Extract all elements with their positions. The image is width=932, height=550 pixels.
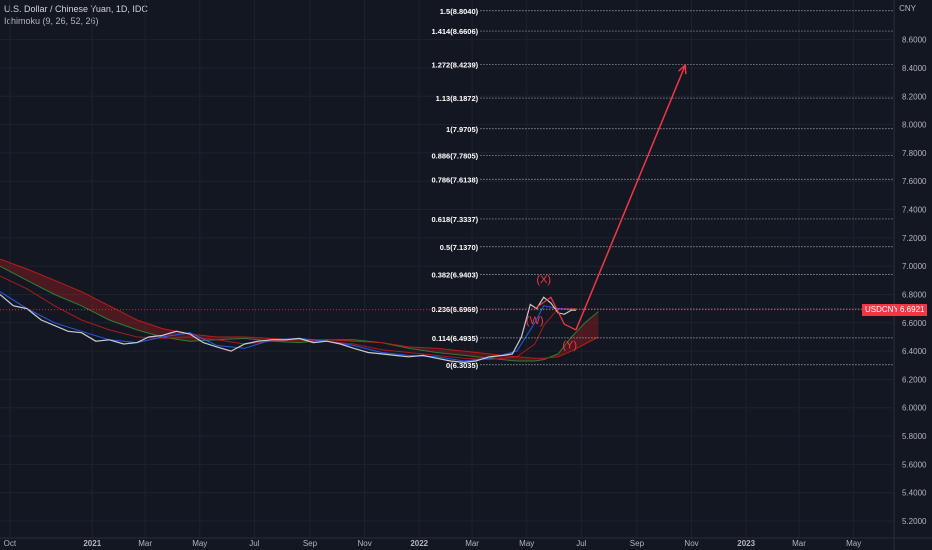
x-tick-label: Sep: [303, 539, 318, 548]
y-tick-label: 5.4000: [902, 489, 927, 498]
y-tick-label: 6.6000: [902, 319, 927, 328]
x-tick-label: Mar: [138, 539, 152, 548]
y-tick-label: 6.4000: [902, 347, 927, 356]
x-tick-label: May: [846, 539, 861, 548]
x-tick-label: Nov: [684, 539, 698, 548]
y-tick-label: 8.2000: [902, 92, 927, 101]
x-tick-label: Mar: [465, 539, 479, 548]
y-tick-label: 7.0000: [902, 262, 927, 271]
senkou-span-b-line: [0, 258, 599, 359]
kijun-line: [0, 275, 576, 361]
fib-level-label: 0.618(7.3337): [431, 215, 478, 224]
x-tick-label: Nov: [357, 539, 371, 548]
fib-level-label: 0.5(7.1370): [440, 243, 479, 252]
price-label-symbol: USDCNY: [862, 303, 902, 316]
fib-level-label: 1.13(8.1872): [436, 94, 479, 103]
fib-level-label: 0(6.3035): [446, 361, 479, 370]
y-tick-label: 5.8000: [902, 432, 927, 441]
fib-level-label: 1.5(8.8040): [440, 7, 479, 16]
fib-level-label: 0.382(6.9403): [431, 271, 478, 280]
wave-label: (X): [536, 274, 551, 286]
y-tick-label: 6.0000: [902, 404, 927, 413]
fib-level-label: 0.886(7.7805): [431, 152, 478, 161]
y-tick-label: 5.2000: [902, 517, 927, 526]
fib-level-label: 1(7.9705): [446, 125, 479, 134]
currency-label: CNY: [899, 4, 916, 13]
projection-arrow: [575, 64, 686, 331]
x-tick-label: 2022: [410, 539, 428, 548]
y-tick-label: 6.8000: [902, 290, 927, 299]
x-tick-label: 2021: [83, 539, 101, 548]
fib-level-label: 1.414(8.6606): [431, 27, 478, 36]
x-tick-label: Oct: [4, 539, 17, 548]
y-tick-label: 7.6000: [902, 177, 927, 186]
tenkan-line: [0, 291, 577, 362]
x-tick-label: May: [519, 539, 534, 548]
y-tick-label: 7.2000: [902, 234, 927, 243]
y-tick-label: 8.4000: [902, 64, 927, 73]
fib-level-label: 0.786(7.6138): [431, 175, 478, 184]
x-tick-label: 2023: [737, 539, 755, 548]
fib-level-label: 1.272(8.4239): [431, 61, 478, 70]
fib-level-label: 0.114(6.4935): [432, 334, 479, 343]
wave-label: (W): [526, 315, 544, 327]
y-tick-label: 7.8000: [902, 149, 927, 158]
y-tick-label: 8.6000: [902, 36, 927, 45]
price-label-value: 6.6921: [897, 303, 928, 316]
x-tick-label: Jul: [249, 539, 259, 548]
symbol-legend[interactable]: U.S. Dollar / Chinese Yuan, 1D, IDC: [4, 4, 148, 14]
y-tick-label: 6.2000: [902, 375, 927, 384]
arrow-head-icon: [678, 63, 687, 75]
wave-label: (Y): [562, 339, 577, 351]
senkou-span-a-line: [0, 265, 599, 362]
y-tick-label: 8.0000: [902, 121, 927, 130]
x-tick-label: May: [192, 539, 207, 548]
price-series-line: [0, 294, 576, 364]
fib-level-label: 0.236(6.6969): [431, 305, 478, 314]
y-tick-label: 5.6000: [902, 460, 927, 469]
ichimoku-cloud: [0, 259, 599, 361]
y-tick-label: 7.4000: [902, 206, 927, 215]
wave-path: [534, 296, 577, 331]
x-tick-label: Sep: [630, 539, 645, 548]
indicator-legend[interactable]: Ichimoku (9, 26, 52, 26): [4, 16, 99, 26]
x-tick-label: Jul: [576, 539, 586, 548]
x-tick-label: Mar: [792, 539, 806, 548]
